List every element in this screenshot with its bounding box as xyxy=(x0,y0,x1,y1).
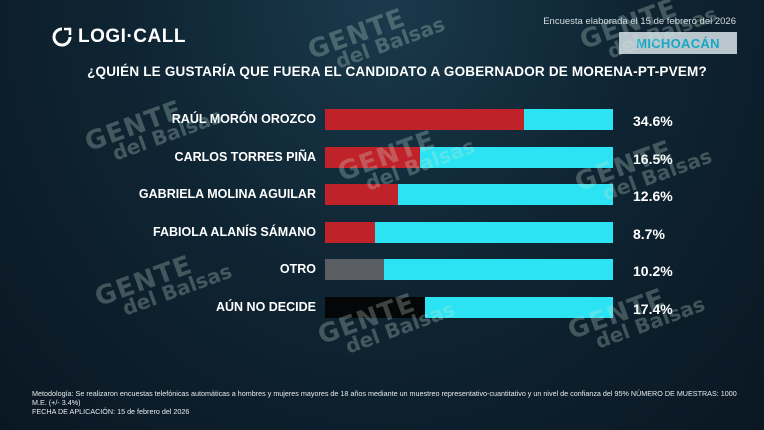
data-label: 12.6% xyxy=(633,188,673,204)
data-label: 16.5% xyxy=(633,150,673,167)
brand-logo: LOGI·CALL xyxy=(52,26,186,48)
chart-title: ¿QUIÉN LE GUSTARÍA QUE FUERA EL CANDIDAT… xyxy=(87,64,707,79)
bar xyxy=(325,221,376,243)
logo-mark-icon xyxy=(52,27,72,47)
watermark-logo: GENTE del Balsas xyxy=(575,0,721,64)
data-label: 10.2% xyxy=(633,263,673,279)
data-label: 34.6% xyxy=(633,113,673,129)
category-label: AÚN NO DECIDE xyxy=(215,299,316,314)
category-label: FABIOLA ALANÍS SÁMANO xyxy=(153,224,316,239)
footer: Metodología: Se realizaron encuestas tel… xyxy=(32,389,752,416)
category-label: RAÚL MORÓN OROZCO xyxy=(171,112,316,126)
bar-track xyxy=(325,146,613,168)
category-label: OTRO xyxy=(279,262,316,276)
bar xyxy=(325,146,421,168)
data-label: 8.7% xyxy=(633,225,665,242)
bar xyxy=(325,184,398,205)
bar xyxy=(325,259,384,280)
category-label: GABRIELA MOLINA AGUILAR xyxy=(138,187,316,201)
region-badge: MICHOACÁN xyxy=(619,32,737,54)
bar-track xyxy=(325,109,613,130)
bar xyxy=(325,109,525,130)
bar xyxy=(325,296,426,318)
brand-name: LOGI·CALL xyxy=(78,26,186,47)
watermark-logo: GENTE del Balsas xyxy=(90,250,236,321)
data-label: 17.4% xyxy=(633,300,673,317)
watermark-logo: GENTE del Balsas xyxy=(313,288,459,359)
application-date: FECHA DE APLICACIÓN: 15 de febrero del 2… xyxy=(32,407,190,416)
bar-track xyxy=(325,184,613,205)
methodology-note: Metodología: Se realizaron encuestas tel… xyxy=(32,389,737,407)
bar-track xyxy=(325,259,613,280)
category-label: CARLOS TORRES PIÑA xyxy=(174,149,316,164)
watermark-logo: GENTE del Balsas xyxy=(303,3,449,74)
survey-note: Encuesta elaborada el 15 de febrero del … xyxy=(543,16,736,27)
bar-track xyxy=(325,296,613,318)
bar-track xyxy=(325,221,613,243)
